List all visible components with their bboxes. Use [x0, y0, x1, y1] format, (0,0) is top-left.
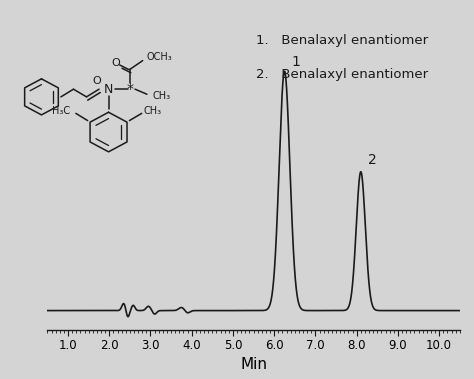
- Text: *: *: [127, 82, 133, 96]
- Text: 1.   Benalaxyl enantiomer: 1. Benalaxyl enantiomer: [256, 34, 428, 47]
- Text: CH₃: CH₃: [152, 91, 170, 102]
- Text: OCH₃: OCH₃: [147, 52, 173, 62]
- Text: 1: 1: [292, 55, 301, 69]
- Text: H₃C: H₃C: [52, 105, 70, 116]
- Text: O: O: [93, 76, 101, 86]
- Text: CH₃: CH₃: [143, 105, 162, 116]
- Text: 2: 2: [368, 153, 377, 167]
- X-axis label: Min: Min: [240, 357, 267, 372]
- Text: N: N: [104, 83, 113, 96]
- Text: 2.   Benalaxyl enantiomer: 2. Benalaxyl enantiomer: [256, 68, 428, 81]
- Text: O: O: [111, 58, 120, 68]
